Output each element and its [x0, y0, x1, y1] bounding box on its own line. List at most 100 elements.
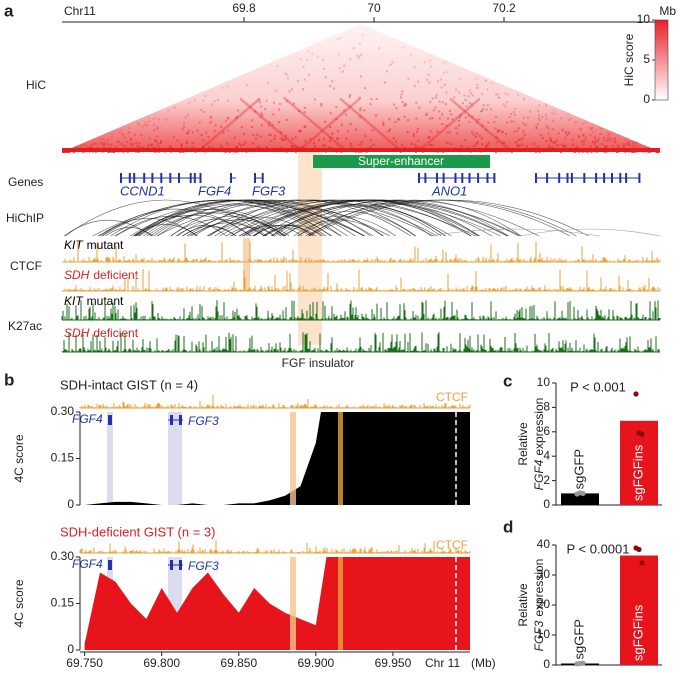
- sample-marker: KIT: [64, 294, 84, 308]
- hic-pixel: [628, 144, 631, 146]
- hic-heatmap: [62, 24, 660, 152]
- hic-pixel: [348, 96, 351, 98]
- colorbar-title: HiC score: [622, 33, 636, 86]
- hic-pixel: [626, 137, 629, 140]
- ctcf-highlight: [243, 238, 250, 290]
- hic-pixel: [637, 144, 640, 147]
- hic-pixel: [156, 126, 159, 129]
- hic-pixel: [240, 126, 243, 128]
- hic-pixel: [387, 130, 390, 133]
- hic-pixel: [463, 94, 466, 97]
- gene-name: CCND1: [120, 183, 165, 198]
- hic-pixel: [233, 136, 236, 139]
- hic-pixel: [322, 58, 324, 61]
- hic-pixel: [632, 141, 634, 144]
- hic-pixel: [290, 88, 293, 91]
- hic-pixel: [183, 122, 186, 125]
- hic-pixel: [138, 142, 141, 145]
- hic-pixel: [473, 145, 476, 148]
- hic-pixel: [323, 137, 325, 140]
- hic-pixel: [525, 145, 528, 148]
- hic-pixel: [281, 138, 284, 141]
- hic-pixel: [187, 113, 190, 116]
- hic-pixel: [560, 143, 563, 146]
- hic-pixel: [552, 119, 555, 122]
- hic-pixel: [418, 106, 421, 109]
- hic-pixel: [329, 84, 332, 87]
- hic-pixel: [417, 139, 420, 142]
- hic-pixel: [227, 129, 230, 132]
- hic-pixel: [323, 144, 326, 147]
- hic-pixel: [514, 141, 517, 144]
- hic-pixel: [561, 129, 564, 132]
- hic-pixel: [226, 85, 229, 88]
- hic-pixel: [202, 99, 205, 102]
- hic-pixel: [338, 67, 341, 70]
- hic-pixel: [599, 133, 602, 136]
- hic-pixel: [576, 121, 579, 124]
- hic-pixel: [165, 118, 168, 121]
- hic-pixel: [280, 137, 283, 140]
- hic-pixel: [582, 133, 585, 136]
- hic-pixel: [285, 73, 288, 76]
- hic-pixel: [480, 110, 483, 113]
- hic-pixel: [552, 109, 555, 112]
- gene-glyph: [108, 415, 112, 425]
- hic-pixel: [271, 124, 274, 127]
- hichip-arc: [308, 199, 522, 237]
- hic-pixel: [141, 125, 144, 128]
- hic-pixel: [522, 137, 525, 140]
- hic-pixel: [133, 133, 136, 136]
- hic-pixel: [476, 121, 479, 124]
- hic-pixel: [382, 121, 385, 124]
- hic-pixel: [220, 125, 223, 128]
- hic-pixel: [567, 119, 570, 122]
- hic-pixel: [283, 139, 285, 142]
- hic-pixel: [169, 145, 172, 148]
- hic-pixel: [413, 85, 416, 87]
- hic-pixel: [364, 135, 367, 138]
- hic-pixel: [636, 141, 639, 144]
- hic-pixel: [242, 143, 245, 146]
- hic-pixel: [441, 123, 444, 125]
- hic-pixel: [468, 114, 470, 117]
- hic-pixel: [306, 58, 309, 61]
- gene-exon: [477, 173, 480, 183]
- hic-pixel: [486, 88, 489, 91]
- gene-exon: [261, 173, 264, 183]
- hic-pixel: [427, 136, 430, 139]
- hic-pixel: [579, 127, 582, 130]
- ctcf-highlight: [338, 412, 343, 505]
- hic-pixel: [284, 72, 287, 75]
- gene-exon: [486, 173, 489, 183]
- gene-exon: [535, 173, 537, 183]
- hic-pixel: [490, 108, 493, 111]
- hic-pixel: [464, 99, 467, 102]
- hic-pixel: [95, 142, 98, 145]
- hic-pixel: [336, 137, 339, 140]
- gene-exon: [418, 173, 420, 183]
- hic-pixel: [135, 141, 138, 144]
- hic-pixel: [523, 133, 526, 136]
- hic-pixel: [441, 113, 444, 116]
- hic-pixel: [369, 103, 372, 106]
- hic-pixel: [401, 143, 404, 146]
- hic-pixel: [593, 143, 596, 145]
- gene-exon: [603, 173, 606, 183]
- hichip-arc: [207, 216, 314, 237]
- hic-pixel: [291, 138, 294, 140]
- hic-pixel: [335, 106, 338, 108]
- hic-pixel: [272, 101, 275, 104]
- hic-pixel: [403, 105, 406, 107]
- hic-pixel: [407, 119, 410, 122]
- hichip-arc: [115, 215, 227, 237]
- y-tick-label: 4: [543, 448, 550, 462]
- hic-pixel: [427, 74, 430, 76]
- hic-pixel: [138, 123, 141, 126]
- hic-pixel: [160, 140, 162, 142]
- hic-pixel: [633, 141, 636, 144]
- hic-pixel: [482, 108, 485, 111]
- y-tick-label: 0: [67, 642, 74, 656]
- gene-exon: [468, 173, 471, 183]
